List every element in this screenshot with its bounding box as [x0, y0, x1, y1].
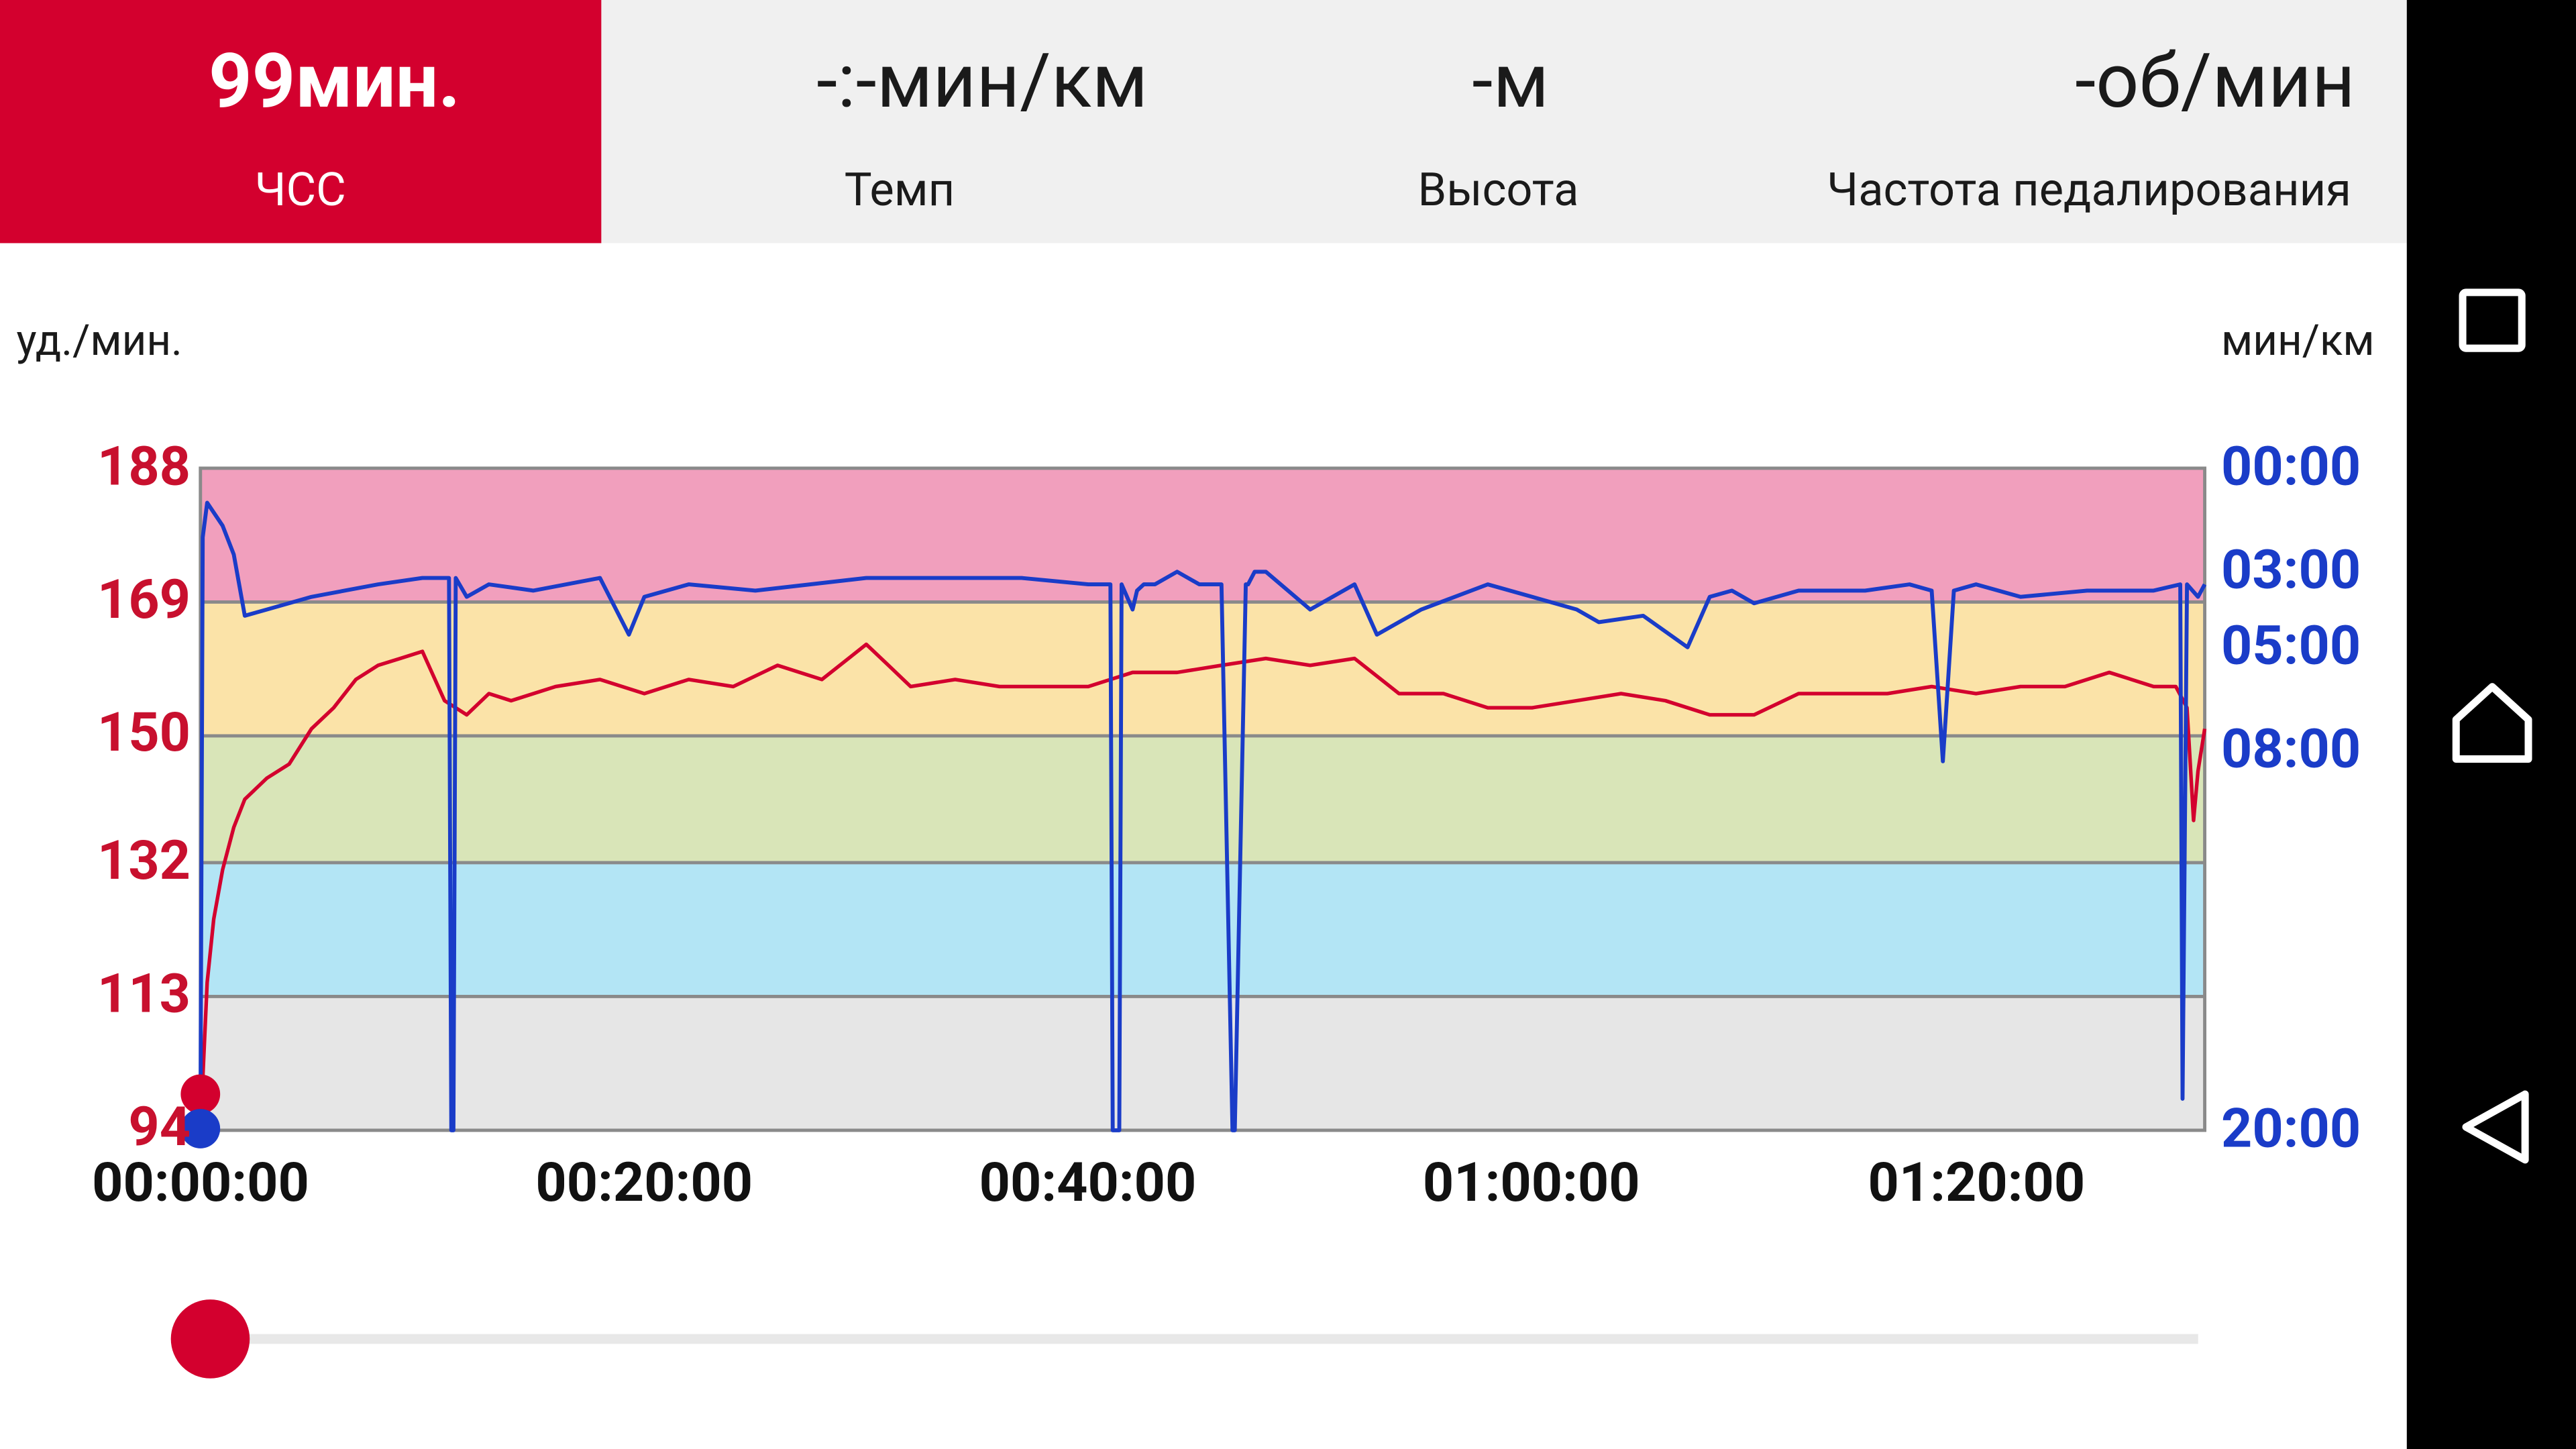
tab-altitude-value: -м: [1472, 38, 1550, 127]
hr-tick-113: 113: [97, 963, 191, 1027]
home-icon[interactable]: [2443, 674, 2542, 772]
tab-pace-value: -:-мин/км: [816, 38, 1148, 127]
pace-tick-00-00: 00:00: [2221, 435, 2361, 500]
hr-tick-150: 150: [97, 701, 191, 766]
hr-axis-unit: уд./мин.: [16, 317, 182, 367]
x-tick-0: 00:00:00: [92, 1151, 309, 1216]
hr-tick-132: 132: [97, 829, 191, 894]
tab-cadence[interactable]: -об/мин Частота педалирования: [1804, 0, 2407, 243]
tab-heart-rate-value: 99мин.: [209, 38, 461, 127]
hr-cursor-dot: [180, 1074, 221, 1114]
metric-tabs: 99мин. ЧСС -:-мин/км Темп -м Высота -об/…: [0, 0, 2407, 244]
x-tick-40: 00:40:00: [979, 1151, 1197, 1216]
pace-tick-08-00: 08:00: [2221, 718, 2361, 782]
recents-icon[interactable]: [2443, 273, 2542, 372]
tab-pace[interactable]: -:-мин/км Темп: [601, 0, 1202, 243]
tab-cadence-label: Частота педалирования: [1827, 162, 2351, 217]
pace-line: [198, 500, 2207, 1132]
tab-pace-label: Темп: [844, 162, 955, 217]
heart-rate-line: [199, 642, 2207, 1131]
tab-altitude[interactable]: -м Высота: [1203, 0, 1804, 243]
tab-altitude-label: Высота: [1417, 162, 1579, 217]
timeline-slider-track[interactable]: [210, 1334, 2198, 1344]
x-tick-60: 01:00:00: [1422, 1151, 1640, 1216]
hr-zone-1: [200, 996, 2205, 1130]
hr-tick-169: 169: [97, 568, 191, 633]
hr-pace-chart[interactable]: [0, 0, 2407, 1248]
pace-tick-03-00: 03:00: [2221, 539, 2361, 603]
back-icon[interactable]: [2443, 1078, 2542, 1177]
tab-cadence-value: -об/мин: [2075, 38, 2355, 127]
pace-tick-20-00: 20:00: [2221, 1097, 2361, 1162]
pace-cursor-dot: [180, 1109, 221, 1148]
pace-tick-05-00: 05:00: [2221, 614, 2361, 679]
tab-heart-rate[interactable]: 99мин. ЧСС: [0, 0, 602, 244]
hr-tick-188: 188: [97, 435, 191, 500]
hr-zone-2: [200, 862, 2205, 997]
x-tick-80: 01:20:00: [1868, 1151, 2086, 1216]
pace-axis-unit: мин/км: [2221, 317, 2375, 367]
hr-tick-94: 94: [128, 1095, 191, 1160]
hr-zone-3: [200, 735, 2205, 863]
timeline-slider-thumb[interactable]: [170, 1299, 250, 1379]
hr-zone-5: [200, 468, 2205, 602]
tab-heart-rate-label: ЧСС: [254, 162, 346, 217]
android-nav-bar: [2406, 0, 2576, 1449]
x-tick-20: 00:20:00: [535, 1151, 753, 1216]
